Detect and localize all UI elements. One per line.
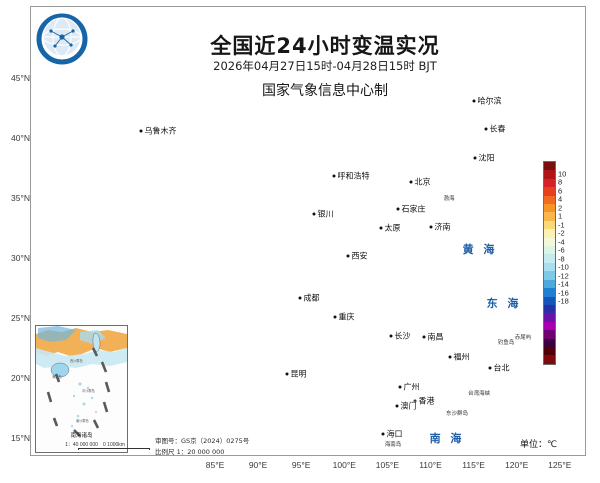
south-china-sea-inset: 西沙群岛 中沙群岛 南沙群岛 海南岛 南海诸岛 1：40 000 000: [35, 325, 128, 453]
colorbar-swatch: [544, 296, 555, 305]
colorbar-swatch: [544, 246, 555, 255]
colorbar-tick-label: -10: [558, 262, 569, 272]
colorbar-swatch: [544, 338, 555, 347]
latitude-tick-label: 25°N: [11, 313, 30, 323]
colorbar-swatch: [544, 178, 555, 188]
colorbar-tick-label: 1: [558, 211, 563, 221]
colorbar-swatch: [544, 262, 555, 272]
colorbar-swatch: [544, 162, 555, 171]
colorbar-swatch: [544, 321, 555, 331]
latitude-tick-label: 20°N: [11, 373, 30, 383]
longitude-tick-label: 115°E: [462, 460, 485, 470]
latitude-tick-label: 15°N: [11, 433, 30, 443]
colorbar-tick-label: 8: [558, 177, 563, 187]
latitude-tick-label: 45°N: [11, 73, 30, 83]
svg-text:南沙群岛: 南沙群岛: [76, 418, 89, 423]
colorbar-tick-label: 6: [558, 186, 563, 196]
colorbar-swatch: [544, 204, 555, 213]
period-subtitle: 2026年04月27日15时-04月28日15时 BJT: [213, 59, 437, 73]
colorbar-tick-label: -18: [558, 296, 569, 306]
latitude-axis: 45°N 40°N 35°N 30°N 25°N 20°N 15°N: [0, 0, 30, 456]
colorbar-tick-label: -8: [558, 254, 565, 264]
colorbar-swatch: [544, 271, 555, 280]
longitude-tick-label: 110°E: [419, 460, 442, 470]
colorbar-swatch: [544, 229, 555, 238]
colorbar-tick-label: 2: [558, 203, 563, 213]
colorbar-swatch: [544, 355, 555, 364]
inset-scale: 1：40 000 000: [65, 442, 98, 448]
colorbar-swatch: [544, 346, 555, 356]
longitude-tick-label: 95°E: [291, 460, 311, 470]
colorbar-swatch: [544, 195, 555, 205]
longitude-tick-label: 85°E: [205, 460, 225, 470]
scale-bar: 0 1000km: [78, 442, 150, 455]
colorbar-swatch: [544, 330, 555, 339]
colorbar-swatch: [544, 304, 555, 314]
colorbar-tick-label: -1: [558, 220, 565, 230]
svg-text:海南岛: 海南岛: [52, 374, 62, 379]
colorbar-swatch: [544, 313, 555, 322]
svg-text:西沙群岛: 西沙群岛: [70, 358, 83, 363]
colorbar-swatch: [544, 254, 555, 263]
scale-bar-line: [78, 448, 150, 450]
colorbar-tick-label: 10: [558, 169, 567, 179]
longitude-axis: 85°E 90°E 95°E 100°E 105°E 110°E 115°E 120°E 125…: [0, 457, 600, 481]
cma-globe-logo: [34, 11, 90, 67]
latitude-tick-label: 30°N: [11, 253, 30, 263]
longitude-tick-label: 100°E: [332, 460, 356, 470]
organization-line: 国家气象信息中心制: [262, 83, 388, 99]
page-title: 全国近24小时变温实况: [210, 34, 440, 58]
inset-title: 南海诸岛: [70, 433, 93, 439]
colorbar-gradient: [543, 161, 556, 365]
colorbar-swatch: [544, 279, 555, 289]
colorbar-tick-label: -16: [558, 288, 569, 298]
svg-text:中沙群岛: 中沙群岛: [82, 388, 95, 393]
temperature-colorbar: 10 8 6 4 2 1 -1 -2 -4 -6 -8 -10 -12 -14 -16 -18: [543, 161, 583, 365]
colorbar-tick-label: 4: [558, 194, 563, 204]
longitude-tick-label: 120°E: [505, 460, 529, 470]
longitude-tick-label: 125°E: [548, 460, 572, 470]
colorbar-swatch: [544, 237, 555, 247]
latitude-tick-label: 40°N: [11, 133, 30, 143]
scale-bar-text: 0 1000km: [103, 442, 125, 448]
colorbar-swatch: [544, 288, 555, 297]
unit-label: 单位：℃: [520, 440, 558, 450]
approval-number: 审图号：GS京（2024）0275号: [155, 437, 250, 445]
colorbar-swatch: [544, 212, 555, 221]
colorbar-ticks: 10 8 6 4 2 1 -1 -2 -4 -6 -8 -10 -12 -14 -16 -18: [558, 161, 583, 365]
colorbar-tick-label: -12: [558, 271, 569, 281]
colorbar-swatch: [544, 187, 555, 196]
longitude-tick-label: 90°E: [248, 460, 268, 470]
map-scale-text: 比例尺 1：20 000 000: [155, 448, 225, 456]
colorbar-swatch: [544, 170, 555, 179]
colorbar-swatch: [544, 220, 555, 230]
latitude-tick-label: 35°N: [11, 193, 30, 203]
colorbar-tick-label: -4: [558, 237, 565, 247]
longitude-tick-label: 105°E: [375, 460, 400, 470]
colorbar-tick-label: -6: [558, 245, 565, 255]
colorbar-tick-label: -2: [558, 228, 565, 238]
colorbar-tick-label: -14: [558, 279, 569, 289]
